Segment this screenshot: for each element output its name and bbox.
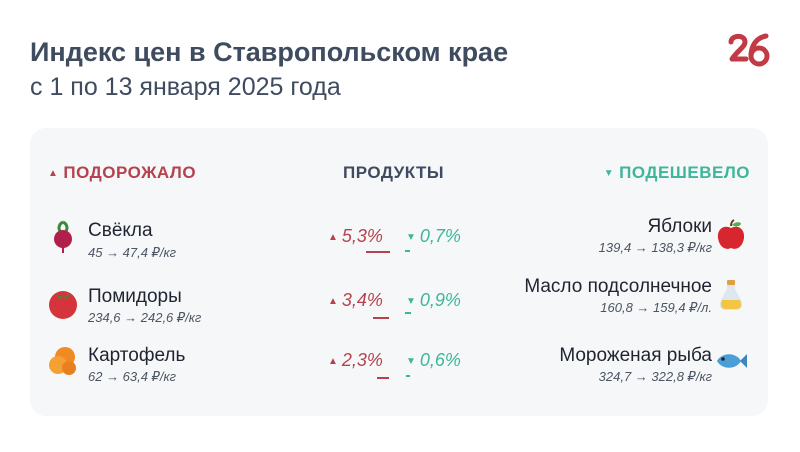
decrease-value: 0,7% [419, 226, 461, 246]
decrease-percent: ▼ 0,6% [406, 350, 461, 372]
product-price: 234,6 → 242,6 ₽/кг [88, 310, 202, 325]
product-name: Помидоры [88, 286, 182, 307]
column-header-down-label: ПОДЕШЕВЕЛО [619, 163, 750, 182]
triangle-down-icon: ▼ [406, 232, 416, 243]
increase-value: 2,3% [341, 350, 383, 370]
triangle-down-icon: ▼ [406, 356, 416, 367]
logo-26-icon [728, 33, 770, 67]
triangle-up-icon: ▲ [48, 168, 59, 179]
decrease-value: 0,9% [419, 290, 461, 310]
triangle-up-icon: ▲ [328, 232, 338, 243]
decrease-bar [405, 312, 411, 314]
product-price: 45 → 47,4 ₽/кг [88, 245, 177, 260]
column-header-up: ▲ ПОДОРОЖАЛО [48, 163, 196, 184]
price-card [30, 128, 768, 416]
triangle-down-icon: ▼ [406, 296, 416, 307]
product-name: Свёкла [88, 220, 153, 241]
product-name: Яблоки [647, 216, 712, 237]
increase-bar [366, 251, 390, 253]
product-price: 160,8 → 159,4 ₽/л. [600, 300, 712, 315]
increase-bar [373, 317, 389, 319]
fish-icon [717, 354, 747, 368]
decrease-percent: ▼ 0,9% [406, 290, 461, 312]
product-name: Масло подсолнечное [524, 276, 712, 297]
product-name: Картофель [88, 345, 186, 366]
triangle-up-icon: ▲ [328, 296, 338, 307]
beet-icon [54, 220, 72, 253]
column-header-up-label: ПОДОРОЖАЛО [63, 163, 197, 182]
oil-bottle-icon [719, 280, 743, 310]
increase-value: 3,4% [341, 290, 383, 310]
product-price: 62 → 63,4 ₽/кг [88, 369, 177, 384]
decrease-bar [406, 375, 410, 377]
tomato-icon [49, 291, 77, 319]
decrease-value: 0,6% [419, 350, 461, 370]
increase-percent: ▲ 2,3% [328, 350, 383, 372]
column-header-down: ▼ ПОДЕШЕВЕЛО [604, 163, 750, 184]
apple-icon [717, 219, 745, 249]
product-price: 324,7 → 322,8 ₽/кг [598, 369, 712, 384]
page-title: Индекс цен в Ставропольском крае [30, 37, 509, 67]
decrease-bar [405, 250, 410, 252]
increase-bar [377, 377, 389, 379]
decrease-percent: ▼ 0,7% [406, 226, 461, 248]
column-header-products: ПРОДУКТЫ [343, 163, 445, 182]
increase-value: 5,3% [341, 226, 383, 246]
increase-percent: ▲ 3,4% [328, 290, 383, 312]
product-name: Мороженая рыба [559, 345, 712, 366]
increase-percent: ▲ 5,3% [328, 226, 383, 248]
product-price: 139,4 → 138,3 ₽/кг [598, 240, 712, 255]
page-subtitle: с 1 по 13 января 2025 года [30, 73, 341, 101]
triangle-up-icon: ▲ [328, 356, 338, 367]
potato-icon [49, 347, 76, 375]
triangle-down-icon: ▼ [603, 168, 615, 179]
